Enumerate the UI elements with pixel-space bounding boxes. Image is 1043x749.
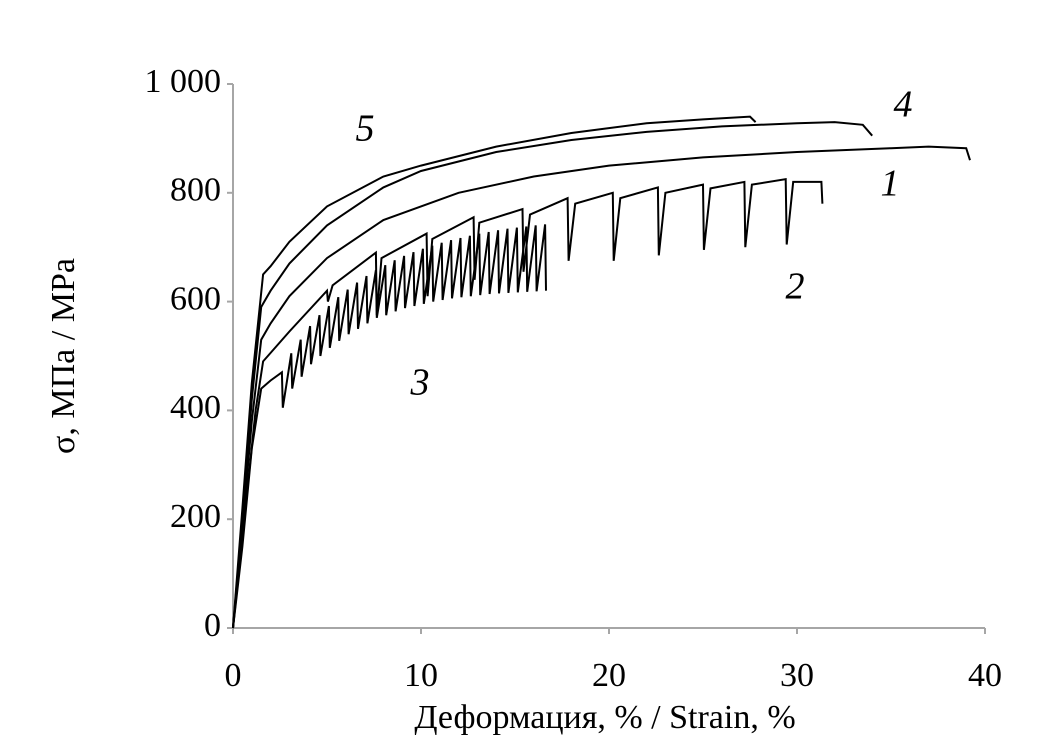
y-tick-label: 800 — [170, 172, 221, 209]
y-tick-label: 200 — [170, 498, 221, 535]
stress-strain-curve — [232, 224, 547, 629]
x-tick-label: 30 — [780, 657, 814, 694]
stress-strain-curve — [232, 121, 873, 629]
stress-strain-curve — [232, 145, 971, 629]
y-tick-label: 0 — [204, 607, 221, 644]
x-tick-label: 40 — [968, 657, 1002, 694]
x-tick-label: 20 — [592, 657, 626, 694]
stress-strain-curve — [232, 178, 824, 629]
y-tick-label: 1 000 — [145, 63, 222, 100]
curve-label: 5 — [356, 108, 375, 150]
y-tick-label: 600 — [170, 280, 221, 317]
curve-label: 2 — [786, 266, 805, 308]
curve-label: 3 — [410, 362, 430, 404]
y-tick-label: 400 — [170, 389, 221, 426]
x-tick-label: 0 — [225, 657, 242, 694]
curve-label: 4 — [894, 84, 913, 126]
stress-strain-curve — [232, 115, 757, 629]
curve-label: 1 — [881, 163, 900, 205]
y-axis-label: σ, МПа / MPa — [45, 258, 82, 454]
x-axis-label: Деформация, % / Strain, % — [414, 699, 795, 736]
x-tick-label: 10 — [404, 657, 438, 694]
